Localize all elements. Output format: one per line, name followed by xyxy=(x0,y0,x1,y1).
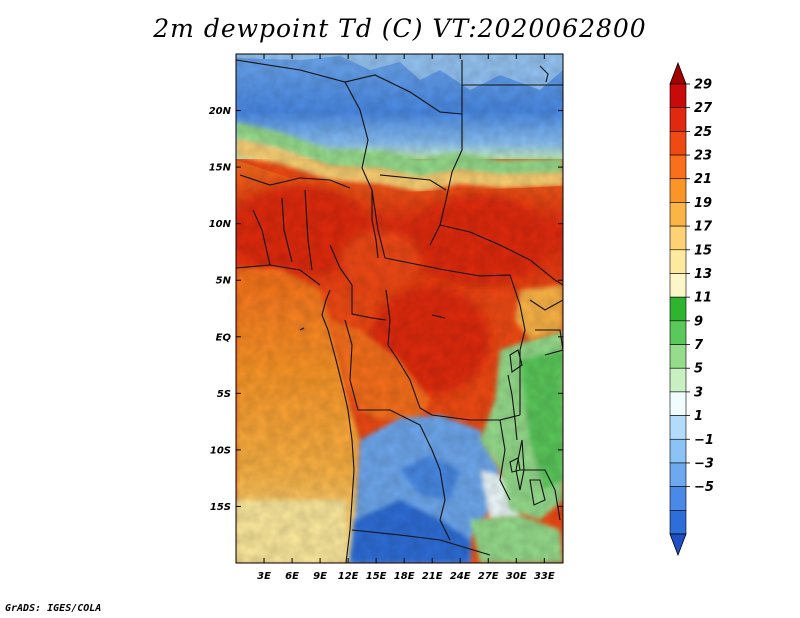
lat-tick-label: 5N xyxy=(216,276,232,287)
colorbar-label: 1 xyxy=(694,409,703,424)
colorbar-swatch xyxy=(669,367,687,393)
colorbar-label: 23 xyxy=(694,149,712,164)
colorbar-swatch xyxy=(669,320,687,345)
colorbar-label: 25 xyxy=(694,125,712,140)
lon-tick-label: 27E xyxy=(478,571,499,582)
colorbar-swatch xyxy=(669,344,687,369)
lat-tick-label: 20N xyxy=(209,106,232,117)
colorbar-label: 19 xyxy=(694,196,712,211)
colorbar-label: 11 xyxy=(694,291,712,306)
colorbar-swatch xyxy=(669,249,687,274)
colorbar-label: 13 xyxy=(694,267,712,282)
colorbar: 29 27 25 23 21 19 17 15 13 11 9 7 5 3 1 −1 −3 −5 xyxy=(669,61,714,557)
country-borders xyxy=(236,59,563,563)
map-title: 2m dewpoint Td (C) VT:2020062800 xyxy=(153,14,647,43)
colorbar-swatch xyxy=(669,225,687,251)
lat-tick-label: 15S xyxy=(210,502,231,513)
lat-tick-label: EQ xyxy=(216,332,232,343)
colorbar-label: −1 xyxy=(694,433,714,448)
colorbar-swatch xyxy=(669,486,687,511)
colorbar-bottom-arrow xyxy=(669,533,687,557)
lon-tick-label: 30E xyxy=(506,571,527,582)
lon-tick-label: 21E xyxy=(422,571,443,582)
colorbar-label: −5 xyxy=(694,480,714,495)
longitude-axis: 3E 6E 9E 12E 15E 18E 21E 24E 27E 30E 33E xyxy=(257,54,555,582)
colorbar-swatch xyxy=(669,438,687,464)
colorbar-swatch xyxy=(669,296,687,322)
colorbar-swatch xyxy=(669,202,687,227)
colorbar-label: 21 xyxy=(694,172,712,187)
latitude-axis: 20N 15N 10N 5N EQ 5S 10S 15S xyxy=(209,106,563,513)
lon-tick-label: 18E xyxy=(394,571,415,582)
colorbar-swatch xyxy=(669,510,687,535)
colorbar-label: 29 xyxy=(694,78,712,93)
lat-tick-label: 5S xyxy=(217,389,231,400)
colorbar-swatch xyxy=(669,415,687,440)
colorbar-swatch xyxy=(669,178,687,203)
lat-tick-label: 10N xyxy=(209,219,232,230)
colorbar-label: 5 xyxy=(694,362,703,377)
footer-credit: GrADS: IGES/COLA xyxy=(5,603,102,614)
colorbar-swatch xyxy=(669,83,687,108)
colorbar-label: 7 xyxy=(694,338,704,353)
colorbar-label: 17 xyxy=(694,220,713,235)
colorbar-label: −3 xyxy=(694,456,714,471)
lon-tick-label: 24E xyxy=(450,571,471,582)
lon-tick-label: 9E xyxy=(313,571,327,582)
colorbar-swatch xyxy=(669,131,687,156)
colorbar-label: 15 xyxy=(694,243,712,258)
colorbar-swatch xyxy=(669,154,687,180)
colorbar-label: 3 xyxy=(694,385,703,400)
dewpoint-field xyxy=(236,54,563,563)
colorbar-label: 27 xyxy=(694,101,713,116)
colorbar-label: 9 xyxy=(694,314,703,329)
plot-frame xyxy=(235,53,564,564)
colorbar-swatch xyxy=(669,107,687,132)
colorbar-swatch xyxy=(669,391,687,416)
colorbar-swatch xyxy=(669,273,687,298)
lat-tick-label: 10S xyxy=(210,445,231,456)
lon-tick-label: 33E xyxy=(534,571,555,582)
colorbar-swatch xyxy=(669,462,687,487)
colorbar-top-arrow xyxy=(669,61,687,85)
lon-tick-label: 6E xyxy=(285,571,299,582)
lon-tick-label: 12E xyxy=(338,571,359,582)
lat-tick-label: 15N xyxy=(209,163,232,174)
lon-tick-label: 15E xyxy=(366,571,387,582)
lon-tick-label: 3E xyxy=(257,571,271,582)
